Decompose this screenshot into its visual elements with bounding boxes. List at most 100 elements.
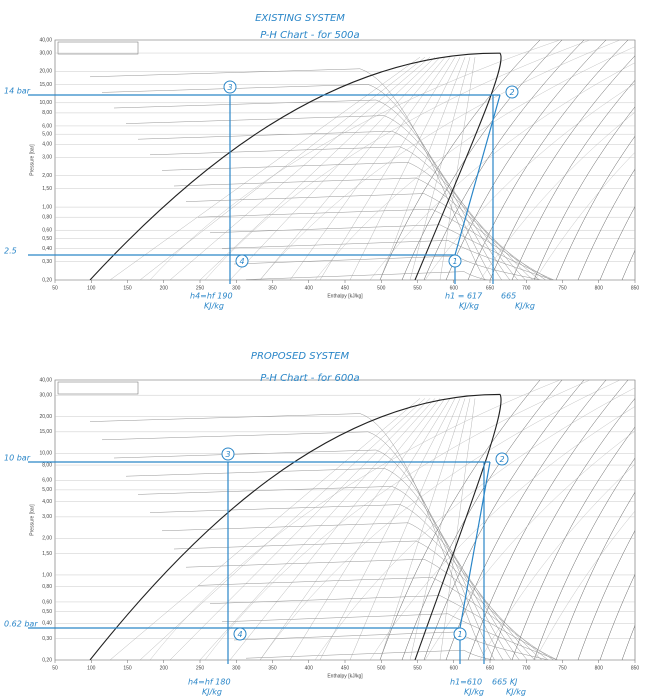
state-point-label: 3: [227, 83, 232, 92]
x-tick-label: 750: [558, 285, 567, 291]
entropy-line: [401, 40, 563, 280]
y-tick-label: 1,00: [42, 572, 52, 578]
x-tick-label: 600: [450, 285, 459, 291]
x-tick-label: 500: [377, 285, 386, 291]
compression-line: [459, 461, 491, 629]
y-tick-label: 8,00: [42, 110, 52, 116]
y-tick-label: 1,50: [42, 551, 52, 557]
y-tick-label: 0,60: [42, 599, 52, 605]
quality-line: [139, 398, 426, 660]
x-tick-label: 300: [232, 665, 241, 671]
y-tick-label: 20,00: [39, 69, 52, 75]
state-point-circle: [233, 627, 247, 641]
entropy-line: [555, 135, 635, 280]
density-line: [314, 387, 635, 660]
y-tick-label: 0,40: [42, 621, 52, 627]
state-point-circle: [495, 452, 509, 466]
state-point-label: 3: [225, 450, 230, 459]
entropy-line: [599, 573, 635, 660]
state-point-label: 4: [239, 257, 244, 266]
legend-box: [57, 381, 139, 395]
isotherm: [245, 649, 496, 660]
quality-line: [229, 57, 441, 280]
y-tick-label: 0,50: [42, 236, 52, 242]
entropy-line: [401, 380, 563, 660]
isotherm: [161, 162, 534, 280]
isotherm: [125, 115, 511, 280]
saturation-dome: [89, 52, 502, 280]
density-line: [369, 406, 635, 660]
y-tick-label: 4,00: [42, 142, 52, 148]
enthalpy-unit: KJ/kg: [464, 688, 484, 697]
y-axis-label: Pressure [bar]: [29, 504, 35, 536]
isotherm: [89, 68, 486, 280]
x-tick-label: 750: [558, 665, 567, 671]
isotherm: [113, 99, 503, 280]
y-tick-label: 15,00: [39, 82, 52, 88]
y-tick-label: 10,00: [39, 451, 52, 457]
quality-line: [259, 398, 446, 660]
plot-frame: [54, 379, 636, 661]
y-tick-label: 2,00: [42, 173, 52, 179]
enthalpy-value: h1=610: [450, 678, 482, 687]
panel-subtitle: P-H Chart - for 500a: [260, 30, 359, 41]
x-tick-label: 250: [196, 285, 205, 291]
entropy-line: [533, 106, 635, 280]
quality-line: [409, 398, 471, 660]
isotherm: [137, 130, 519, 280]
enthalpy-unit: KJ/kg: [202, 688, 222, 697]
y-tick-label: 0,30: [42, 636, 52, 642]
isotherm: [149, 504, 528, 660]
x-tick-label: 250: [196, 665, 205, 671]
y-tick-label: 10,00: [39, 100, 52, 106]
y-tick-label: 0,40: [42, 246, 52, 252]
state-point-circle: [505, 85, 519, 99]
x-tick-label: 150: [123, 665, 132, 671]
y-tick-label: 30,00: [39, 50, 52, 56]
quality-line: [259, 57, 446, 280]
isotherm: [245, 271, 489, 280]
state-point-label: 1: [457, 630, 462, 639]
y-tick-label: 1,50: [42, 186, 52, 192]
x-tick-label: 200: [160, 285, 169, 291]
y-tick-label: 0,50: [42, 609, 52, 615]
state-point-label: 2: [509, 88, 514, 97]
entropy-line: [577, 530, 635, 660]
density-line: [149, 380, 561, 660]
state-point-circle: [221, 447, 235, 461]
x-tick-label: 600: [450, 665, 459, 671]
high-pressure-label: 10 bar: [4, 454, 31, 463]
quality-line: [379, 57, 466, 280]
density-line: [534, 152, 635, 280]
x-tick-label: 850: [631, 665, 640, 671]
entropy-line: [621, 249, 635, 280]
entropy-line: [644, 380, 663, 660]
x-tick-label: 800: [595, 665, 604, 671]
low-pressure-label: 0.62 bar: [4, 620, 38, 629]
cycle-lines: [28, 461, 491, 664]
enthalpy-value: h1 = 617: [445, 292, 483, 301]
entropy-line: [489, 55, 635, 280]
x-tick-label: 400: [305, 665, 314, 671]
density-line: [424, 430, 635, 660]
quality-line: [169, 398, 431, 660]
density-line: [149, 40, 561, 280]
isotherm: [221, 240, 554, 280]
isotherm: [89, 413, 487, 660]
y-tick-label: 40,00: [39, 377, 52, 383]
entropy-line: [379, 40, 541, 280]
density-line: [424, 83, 635, 280]
isotherm: [185, 193, 547, 280]
density-line: [479, 112, 635, 280]
entropy-line: [599, 206, 635, 280]
entropy-line: [511, 426, 635, 660]
x-tick-label: 450: [341, 665, 350, 671]
low-pressure-label: 2.5: [4, 247, 17, 256]
quality-line: [229, 398, 441, 660]
density-line: [259, 380, 621, 660]
x-tick-label: 100: [87, 665, 96, 671]
y-tick-label: 4,00: [42, 499, 52, 505]
y-tick-label: 0,30: [42, 259, 52, 265]
density-line: [204, 40, 591, 280]
